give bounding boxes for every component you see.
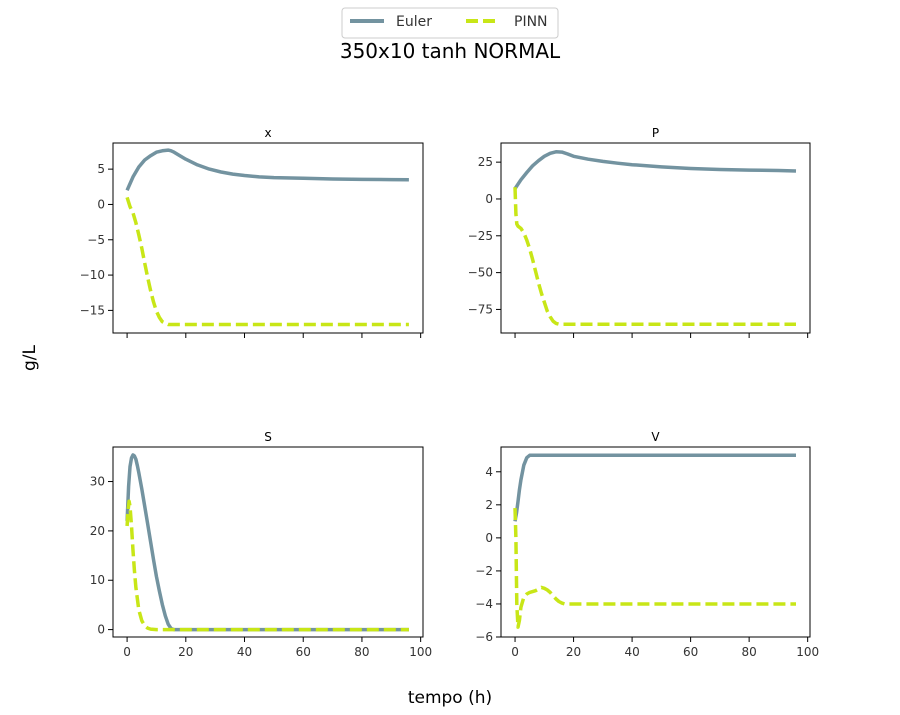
y-tick-label-x: −5 xyxy=(87,233,105,247)
legend-label-euler: Euler xyxy=(396,14,432,30)
legend-box xyxy=(341,7,559,39)
y-tick-label-s: 30 xyxy=(90,475,105,489)
y-tick-label-v: −4 xyxy=(475,597,493,611)
y-tick-label-p: 25 xyxy=(478,155,493,169)
x-tick-label-v: 0 xyxy=(511,645,519,659)
y-tick-label-x: 5 xyxy=(97,162,105,176)
x-tick-label-s: 40 xyxy=(237,645,252,659)
x-tick-label-v: 80 xyxy=(741,645,756,659)
series-line-pinn-x xyxy=(125,196,409,327)
axes-frame-s xyxy=(112,446,424,638)
series-line-pinn-s xyxy=(125,499,409,632)
x-tick-label-s: 0 xyxy=(123,645,131,659)
series-line-pinn-v xyxy=(513,508,796,629)
y-tick-label-p: −50 xyxy=(468,266,493,280)
subplot-title-v: V xyxy=(651,430,660,444)
x-tick-label-v: 40 xyxy=(624,645,639,659)
y-tick-label-s: 10 xyxy=(90,573,105,587)
subplot-x: x 5 0 −5 −10 −15 xyxy=(80,126,424,338)
subplot-p: P 25 0 −25 −50 −75 xyxy=(468,126,811,338)
legend-label-pinn: PINN xyxy=(514,14,548,30)
subplot-title-p: P xyxy=(652,126,659,140)
series-line-euler-p xyxy=(513,150,797,190)
series-line-euler-s xyxy=(125,453,409,632)
y-tick-label-s: 20 xyxy=(90,524,105,538)
series-line-euler-v xyxy=(513,453,796,522)
y-axis-label: g/L xyxy=(20,344,40,371)
subplot-title-s: S xyxy=(264,430,272,444)
y-tick-label-x: 0 xyxy=(97,197,105,211)
y-tick-label-v: 0 xyxy=(485,531,493,545)
y-tick-label-p: 0 xyxy=(485,192,493,206)
x-tick-label-v: 100 xyxy=(796,645,819,659)
y-tick-label-v: −2 xyxy=(475,564,493,578)
x-tick-label-s: 100 xyxy=(409,645,432,659)
series-line-pinn-p xyxy=(513,187,796,326)
series-line-euler-x xyxy=(125,148,409,192)
axes-frame-p xyxy=(500,142,811,334)
figure-title: 350x10 tanh NORMAL xyxy=(340,39,561,63)
y-tick-label-v: 4 xyxy=(485,465,493,479)
y-tick-label-v: 2 xyxy=(485,498,493,512)
x-tick-label-s: 60 xyxy=(296,645,311,659)
x-tick-label-s: 80 xyxy=(354,645,369,659)
y-tick-label-s: 0 xyxy=(97,623,105,637)
x-tick-label-v: 60 xyxy=(683,645,698,659)
legend: Euler PINN xyxy=(341,7,559,39)
x-tick-label-s: 20 xyxy=(178,645,193,659)
x-tick-label-v: 20 xyxy=(566,645,581,659)
y-tick-label-p: −25 xyxy=(468,229,493,243)
y-tick-label-x: −15 xyxy=(80,303,105,317)
axes-frame-x xyxy=(112,142,424,334)
y-tick-label-p: −75 xyxy=(468,302,493,316)
subplot-title-x: x xyxy=(264,126,271,140)
y-tick-label-v: −6 xyxy=(475,630,493,644)
x-axis-label: tempo (h) xyxy=(408,688,492,708)
y-tick-label-x: −10 xyxy=(80,268,105,282)
axes-frame-v xyxy=(500,446,811,638)
